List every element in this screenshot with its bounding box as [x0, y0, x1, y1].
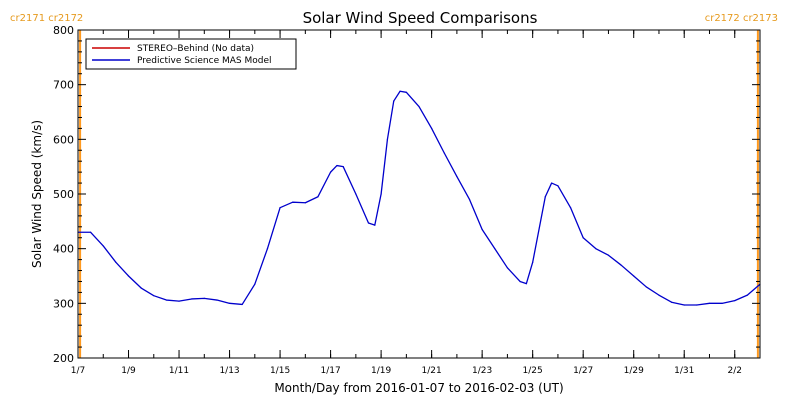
- x-tick-label: 1/11: [169, 366, 189, 376]
- series-point: [633, 275, 635, 277]
- x-tick-label: 1/7: [71, 366, 85, 376]
- series-point: [734, 300, 736, 302]
- legend: STEREO–Behind (No data) Predictive Scien…: [85, 38, 297, 70]
- series-point: [468, 198, 471, 201]
- series-point: [551, 182, 553, 184]
- series-point: [367, 222, 370, 224]
- legend-label-model: Predictive Science MAS Model: [137, 56, 272, 66]
- series-point: [380, 193, 382, 195]
- chart-title: Solar Wind Speed Comparisons: [303, 9, 538, 27]
- series-point: [336, 164, 338, 167]
- y-tick-label: 200: [53, 352, 74, 365]
- series-point: [418, 105, 420, 108]
- series-point: [670, 301, 673, 303]
- y-axis-label: Solar Wind Speed (km/s): [30, 120, 44, 268]
- series-point: [557, 185, 559, 187]
- series-point: [494, 248, 496, 250]
- x-tick-label: 1/25: [523, 366, 543, 376]
- series-point: [405, 91, 407, 93]
- series-point: [191, 298, 193, 300]
- series-point: [443, 152, 445, 154]
- series-point: [266, 248, 269, 250]
- series-point: [127, 275, 130, 277]
- x-tick-label: 1/13: [219, 366, 239, 376]
- series-point: [506, 267, 509, 269]
- series-point: [393, 100, 395, 102]
- series-point: [216, 299, 218, 301]
- series-point: [178, 300, 180, 302]
- y-tick-label: 700: [53, 79, 74, 92]
- series-point: [525, 283, 527, 285]
- series-point: [721, 302, 723, 304]
- x-tick-label: 1/29: [624, 366, 644, 376]
- series-point: [544, 196, 546, 198]
- series-point: [708, 302, 711, 304]
- series-point: [582, 237, 584, 239]
- series-point: [241, 303, 243, 306]
- series-line-mas-model: [78, 90, 761, 306]
- x-tick-label: 1/27: [573, 366, 593, 376]
- series-point: [342, 166, 344, 168]
- series-point: [165, 299, 168, 301]
- x-tick-label: 1/9: [121, 366, 136, 376]
- series-point: [620, 264, 622, 266]
- series-point: [90, 231, 92, 233]
- x-tick-label: 1/15: [270, 366, 290, 376]
- series-point: [254, 283, 256, 285]
- series-point: [329, 171, 332, 173]
- x-tick-label: 1/19: [371, 366, 391, 376]
- series-point: [115, 261, 117, 263]
- series-point: [519, 280, 521, 283]
- y-tick-label: 500: [53, 188, 74, 201]
- series-point: [532, 261, 534, 263]
- y-axis: 200 300 400 500 600 700 800: [53, 24, 760, 365]
- series-point: [279, 207, 281, 209]
- series-point: [399, 90, 401, 92]
- series-point: [317, 196, 319, 198]
- series-point: [386, 138, 389, 140]
- y-tick-label: 300: [53, 297, 74, 310]
- carrington-label-right: cr2172 cr2173: [705, 13, 778, 24]
- series-point: [140, 287, 142, 289]
- series-point: [153, 295, 155, 297]
- legend-label-stereo: STEREO–Behind (No data): [137, 44, 254, 54]
- carrington-label-left: cr2171 cr2172: [10, 13, 83, 24]
- series-point: [645, 286, 647, 288]
- x-tick-label: 2/2: [727, 366, 741, 376]
- series-point: [203, 297, 205, 300]
- series-point: [481, 228, 483, 231]
- series-point: [431, 127, 433, 129]
- series-point: [595, 248, 597, 250]
- x-tick-label: 1/23: [472, 366, 492, 376]
- series-point: [658, 294, 660, 296]
- x-tick-label: 1/21: [422, 366, 442, 376]
- series-point: [456, 175, 458, 178]
- series-point: [304, 202, 306, 204]
- series-point: [746, 294, 748, 296]
- x-axis: 1/7 1/9 1/11 1/13 1/15 1/17 1/19 1/21 1/23 1/25 1/…: [71, 30, 761, 376]
- series-point: [696, 304, 698, 306]
- x-axis-label: Month/Day from 2016-01-07 to 2016-02-03 …: [274, 381, 563, 395]
- series-point: [355, 193, 357, 195]
- legend-box: [85, 38, 297, 70]
- y-tick-label: 800: [53, 24, 74, 37]
- series-point: [569, 207, 572, 209]
- y-tick-label: 400: [53, 243, 74, 256]
- plot-frame: [77, 29, 761, 359]
- x-tick-label: 1/31: [674, 366, 694, 376]
- series-point: [683, 304, 685, 306]
- x-tick-label: 1/17: [320, 366, 340, 376]
- series-point: [607, 254, 610, 256]
- series-point: [228, 302, 231, 304]
- series-point: [374, 224, 376, 226]
- series-point: [292, 201, 294, 203]
- series-point: [102, 245, 104, 247]
- y-tick-label: 600: [53, 133, 74, 146]
